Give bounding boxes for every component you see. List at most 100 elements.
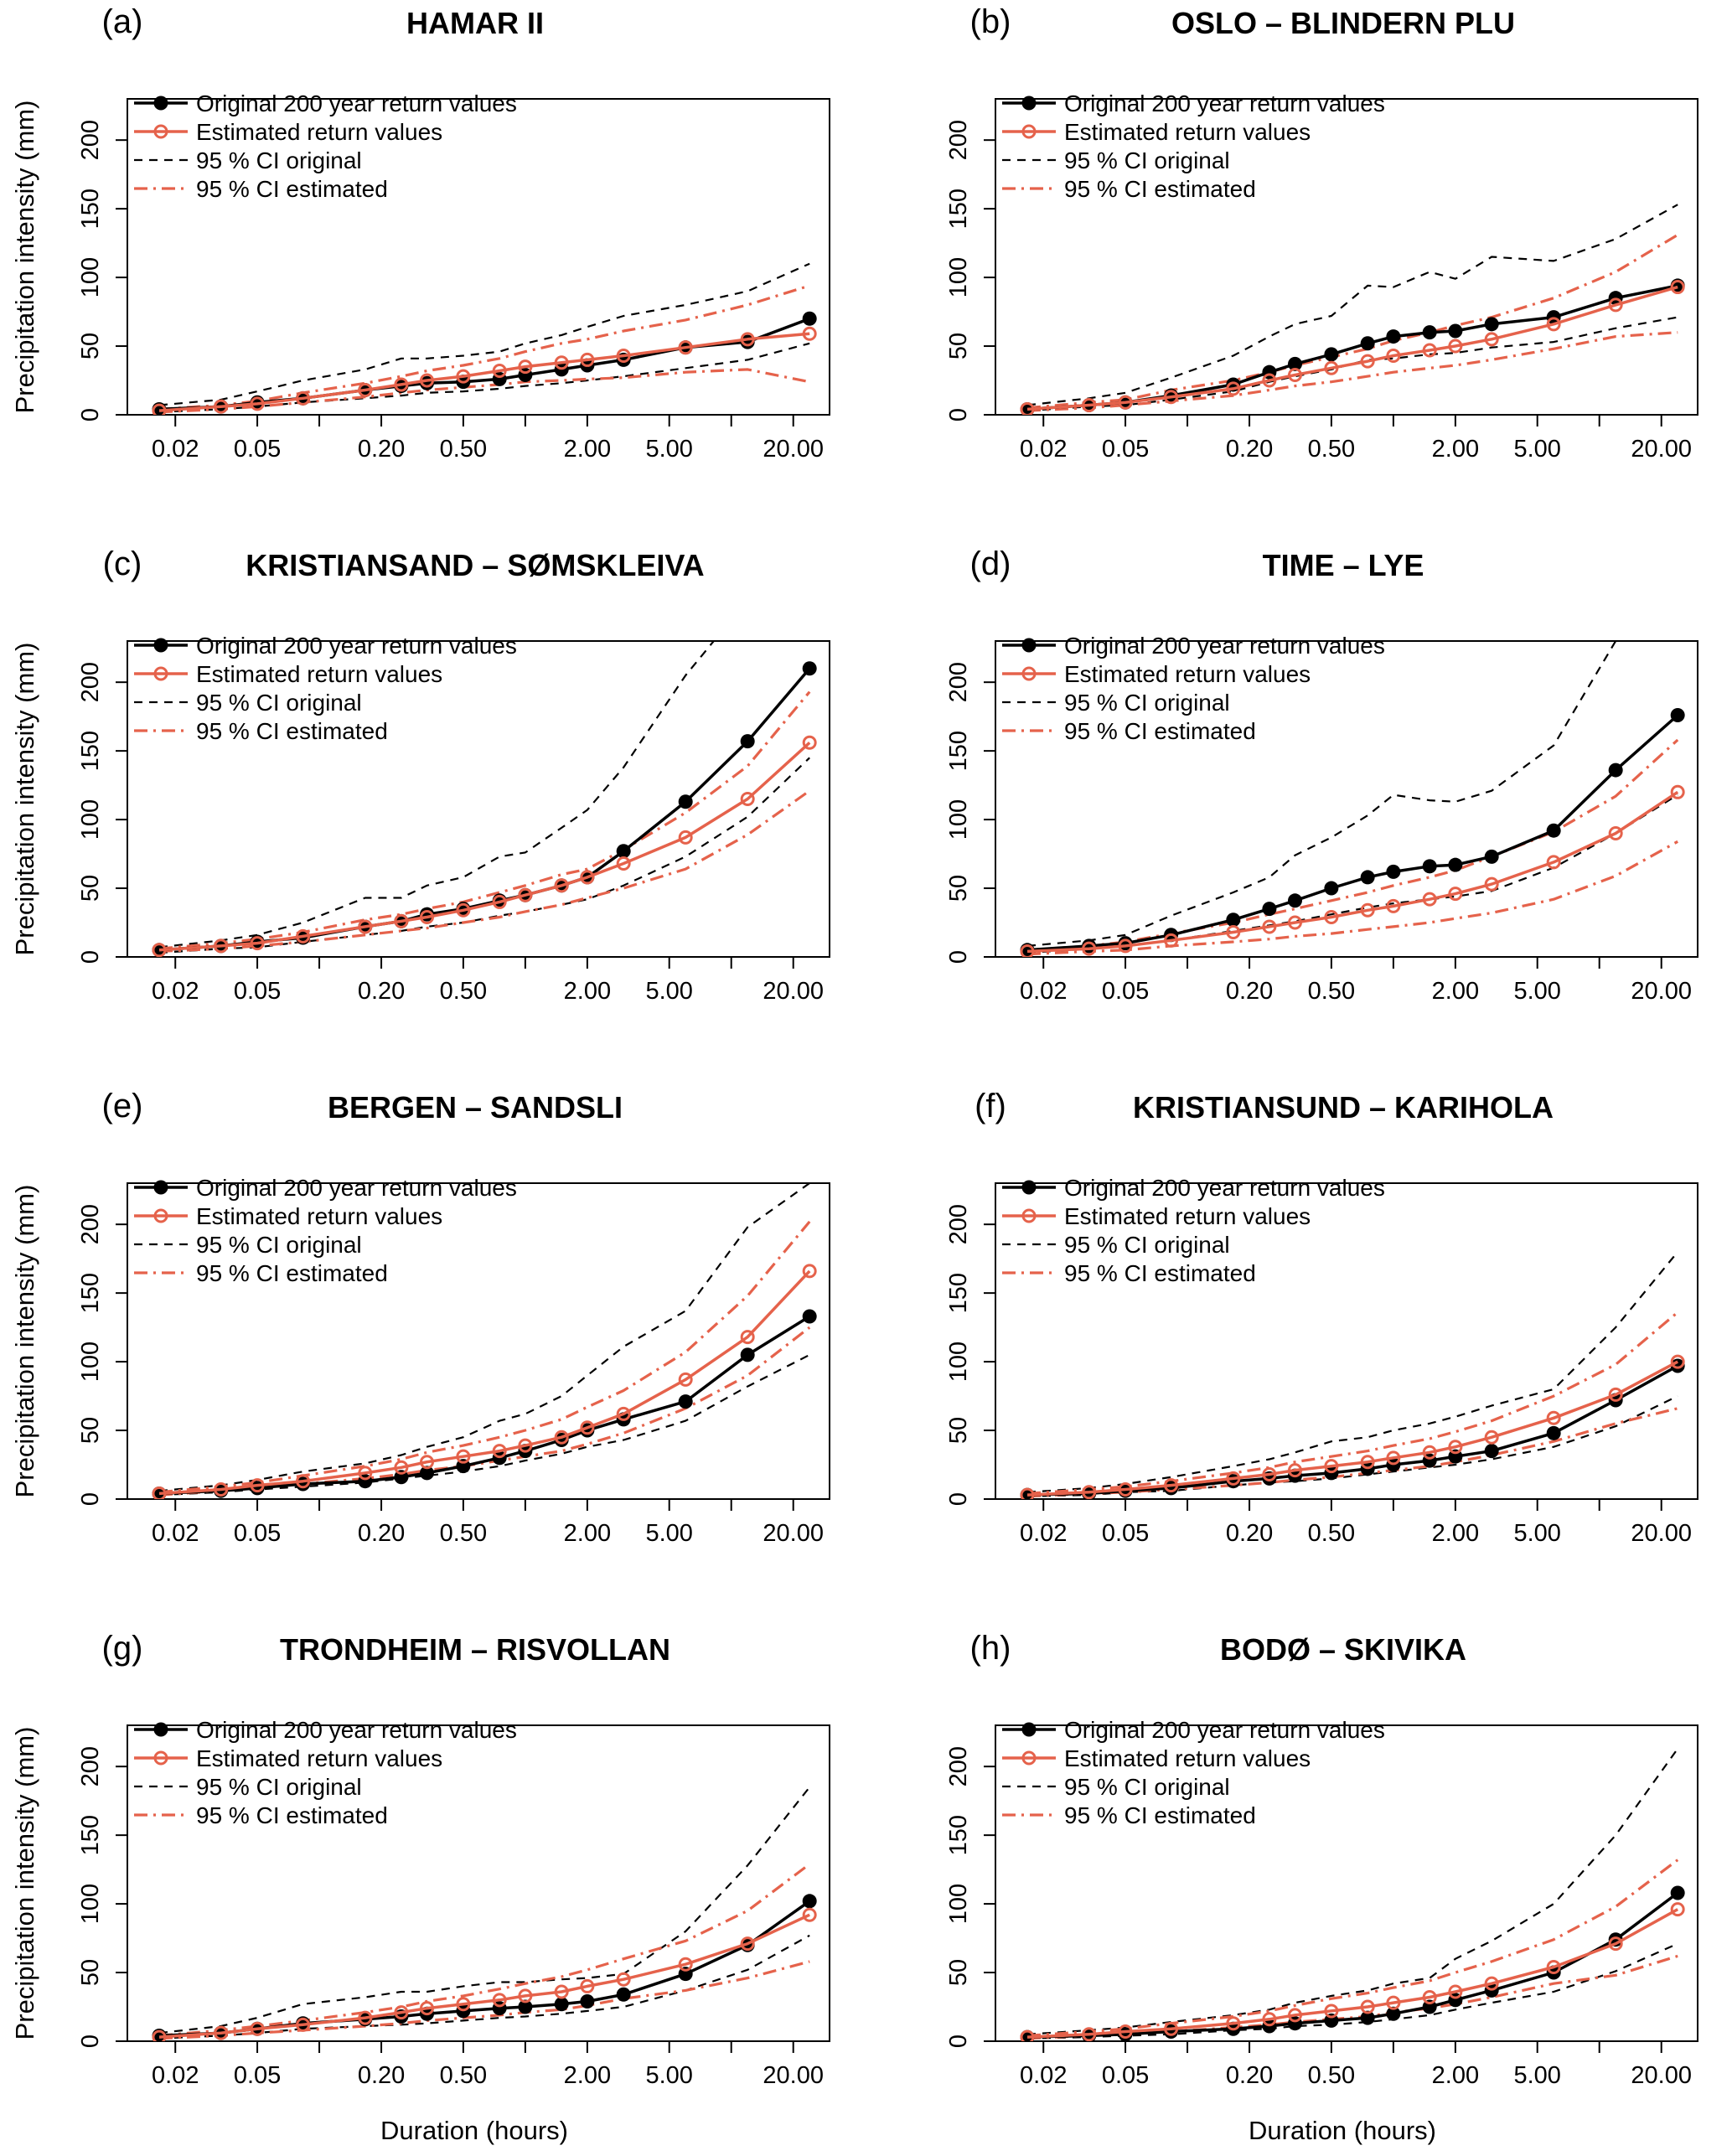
estimated-point <box>678 830 693 845</box>
estimated-point <box>419 909 434 924</box>
estimated-point <box>1546 855 1561 870</box>
estimated-point <box>1670 280 1685 295</box>
series-line-0 <box>158 1315 811 1496</box>
y-axis-label: Precipitation intensity (mm) <box>10 1185 39 1498</box>
original-point <box>678 794 693 809</box>
chart-panel-f: (f) KRISTIANSUND – KARIHOLA 0 50 100 150 200 0.… <box>945 1088 1698 1547</box>
x-tick-label: 5.00 <box>645 978 692 1005</box>
estimated-point <box>358 919 373 934</box>
estimated-point <box>1262 1466 1277 1481</box>
y-tick-label: 100 <box>945 799 972 840</box>
estimated-point <box>1082 941 1097 956</box>
legend-label-original: Original 200 year return values <box>196 1717 517 1743</box>
estimated-point <box>419 1455 434 1470</box>
panel-letter: (a) <box>102 3 143 40</box>
original-point <box>1287 893 1302 908</box>
series-line-1 <box>158 1913 810 2039</box>
original-point <box>1324 347 1339 362</box>
y-tick-label: 200 <box>77 1204 104 1244</box>
panel-title: TRONDHEIM – RISVOLLAN <box>280 1632 670 1667</box>
original-point <box>1360 2010 1375 2025</box>
estimated-point <box>1020 1487 1035 1499</box>
y-tick-label: 0 <box>77 950 104 964</box>
x-tick-label: 0.20 <box>358 2062 405 2089</box>
estimated-point <box>394 2005 409 2020</box>
series-line-4 <box>158 1863 811 2037</box>
y-tick-label: 0 <box>945 2034 972 2048</box>
legend-marker <box>153 1722 168 1737</box>
legend: Original 200 year return valuesEstimated… <box>1002 633 1385 744</box>
series-line-1 <box>1026 790 1679 954</box>
plot-frame <box>127 640 830 958</box>
estimated-point <box>296 2017 311 2032</box>
estimated-point <box>1484 1430 1499 1445</box>
original-point <box>518 1999 533 2014</box>
estimated-point <box>580 1978 595 1993</box>
data-layer <box>1020 1251 1685 1499</box>
legend-label-original: Original 200 year return values <box>196 90 517 116</box>
x-tick-label: 5.00 <box>1513 436 1560 463</box>
estimated-point <box>1226 2016 1241 2031</box>
x-tick-label: 5.00 <box>1513 2062 1560 2089</box>
estimated-point <box>1226 381 1241 396</box>
legend-label-ci_estimated: 95 % CI estimated <box>1064 176 1256 202</box>
estimated-point <box>214 399 229 414</box>
estimated-point <box>1262 373 1277 388</box>
y-tick-label: 200 <box>77 1746 104 1786</box>
estimated-point <box>678 1957 693 1972</box>
estimated-point <box>1164 2021 1179 2036</box>
legend-marker <box>153 666 168 681</box>
original-point <box>802 661 817 676</box>
y-tick-label: 150 <box>77 1815 104 1855</box>
legend-label-ci_original: 95 % CI original <box>196 690 362 716</box>
series-line-5 <box>158 1960 810 2040</box>
x-tick-label: 0.05 <box>234 1520 281 1547</box>
legend: Original 200 year return valuesEstimated… <box>134 1175 517 1286</box>
estimated-point <box>1360 354 1375 369</box>
estimated-point <box>492 1993 507 2008</box>
y-axis-label: Precipitation intensity (mm) <box>10 101 39 414</box>
legend-marker <box>153 1208 168 1223</box>
x-tick-label: 0.02 <box>1020 1520 1067 1547</box>
original-point <box>1670 708 1685 723</box>
estimated-point <box>1118 938 1133 954</box>
panel-title: OSLO – BLINDERN PLU <box>1171 6 1515 40</box>
estimated-point <box>1287 2008 1302 2023</box>
estimated-point <box>802 1907 817 1922</box>
estimated-point <box>456 1449 471 1464</box>
estimated-point <box>1386 898 1401 913</box>
x-tick-label: 0.50 <box>1308 978 1355 1005</box>
original-point <box>616 1987 631 2002</box>
estimated-point <box>1448 1440 1463 1455</box>
x-tick-label: 5.00 <box>1513 978 1560 1005</box>
estimated-point <box>152 943 167 957</box>
estimated-point <box>1360 1999 1375 2014</box>
series-line-5 <box>1026 840 1678 956</box>
estimated-point <box>152 1486 167 1499</box>
series-line-2 <box>158 641 716 949</box>
legend-label-estimated: Estimated return values <box>1064 1745 1311 1771</box>
estimated-point <box>250 1478 265 1493</box>
y-tick-label: 200 <box>945 1746 972 1786</box>
legend-label-ci_original: 95 % CI original <box>196 1774 362 1800</box>
series-line-4 <box>1026 738 1679 952</box>
original-point <box>1608 763 1623 778</box>
y-tick-label: 100 <box>77 257 104 297</box>
original-point <box>1386 864 1401 879</box>
original-point <box>1324 881 1339 896</box>
x-tick-label: 20.00 <box>1631 1520 1692 1547</box>
x-tick-label: 20.00 <box>1631 2062 1692 2089</box>
estimated-point <box>802 1264 817 1279</box>
series-line-4 <box>158 690 811 950</box>
x-tick-label: 0.02 <box>1020 2062 1067 2089</box>
x-tick-label: 0.20 <box>358 1520 405 1547</box>
legend-label-estimated: Estimated return values <box>196 119 442 145</box>
x-tick-label: 0.05 <box>1102 2062 1149 2089</box>
legend-label-ci_estimated: 95 % CI estimated <box>1064 718 1256 744</box>
x-tick-label: 20.00 <box>1631 978 1692 1005</box>
legend-marker <box>153 638 168 653</box>
estimated-point <box>492 1444 507 1459</box>
estimated-point <box>1422 343 1437 358</box>
legend-label-estimated: Estimated return values <box>1064 661 1311 687</box>
estimated-point <box>1287 367 1302 382</box>
